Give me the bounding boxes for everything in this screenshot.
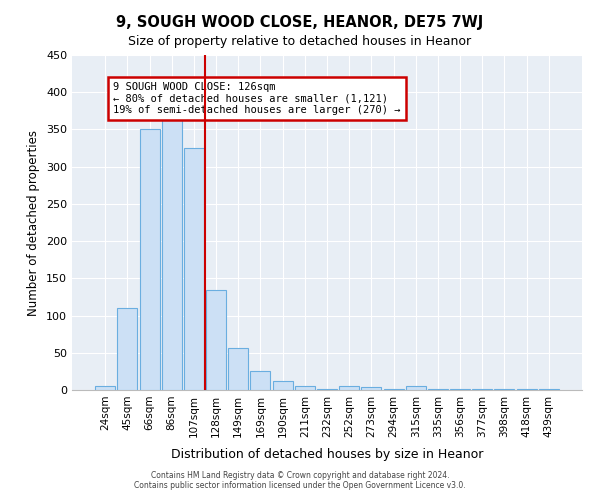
Bar <box>295 386 315 390</box>
Bar <box>228 348 248 390</box>
Bar <box>162 111 182 390</box>
Text: Contains HM Land Registry data © Crown copyright and database right 2024.
Contai: Contains HM Land Registry data © Crown c… <box>134 470 466 490</box>
Bar <box>118 308 137 390</box>
Text: Size of property relative to detached houses in Heanor: Size of property relative to detached ho… <box>128 35 472 48</box>
Bar <box>361 387 382 390</box>
X-axis label: Distribution of detached houses by size in Heanor: Distribution of detached houses by size … <box>171 448 483 461</box>
Bar <box>95 386 115 390</box>
Text: 9 SOUGH WOOD CLOSE: 126sqm
← 80% of detached houses are smaller (1,121)
19% of s: 9 SOUGH WOOD CLOSE: 126sqm ← 80% of deta… <box>113 82 400 115</box>
Bar <box>272 381 293 390</box>
Y-axis label: Number of detached properties: Number of detached properties <box>28 130 40 316</box>
Bar <box>539 388 559 390</box>
Bar <box>250 372 271 390</box>
Bar <box>406 386 426 390</box>
Bar <box>317 388 337 390</box>
Bar <box>206 290 226 390</box>
Bar <box>140 130 160 390</box>
Bar <box>339 386 359 390</box>
Text: 9, SOUGH WOOD CLOSE, HEANOR, DE75 7WJ: 9, SOUGH WOOD CLOSE, HEANOR, DE75 7WJ <box>116 15 484 30</box>
Bar <box>184 148 204 390</box>
